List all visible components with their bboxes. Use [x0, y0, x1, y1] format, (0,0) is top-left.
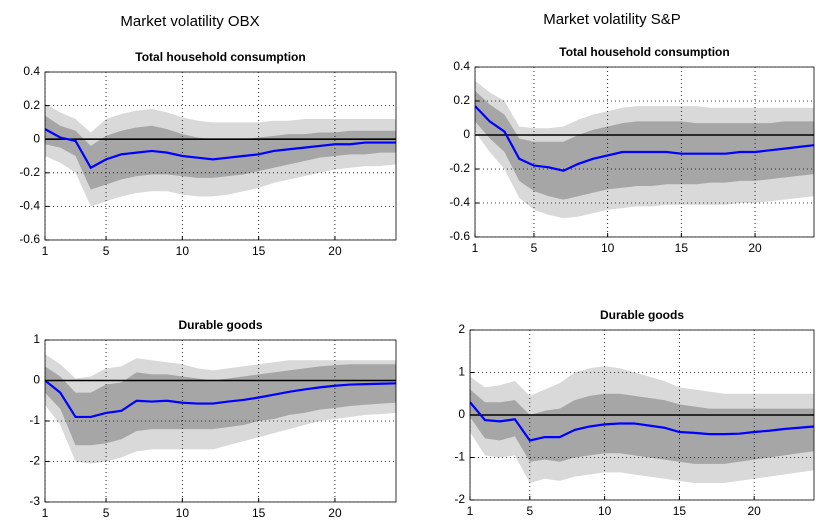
confidence-band — [475, 90, 814, 200]
y-tick-label: -3 — [29, 494, 40, 508]
panel-title: Durable goods — [178, 318, 262, 332]
x-tick-label: 15 — [252, 506, 266, 520]
column-header: Market volatility S&P — [543, 11, 681, 28]
y-tick-label: 0.4 — [453, 59, 470, 73]
axes-frame — [44, 71, 397, 241]
column-header: Market volatility OBX — [120, 13, 259, 30]
x-tick-label: 5 — [526, 504, 533, 518]
x-tick-label: 10 — [176, 244, 190, 258]
x-tick-label: 1 — [472, 241, 479, 255]
y-tick-label: 0 — [33, 131, 40, 145]
axes-frame — [474, 66, 815, 238]
y-tick-label: -0.6 — [19, 232, 40, 246]
panel-title: Durable goods — [600, 308, 684, 322]
x-tick-label: 15 — [252, 244, 266, 258]
median-line — [45, 379, 396, 419]
x-tick-label: 20 — [747, 504, 761, 518]
confidence-band — [470, 389, 814, 464]
plot-area — [475, 67, 814, 237]
y-tick-label: -0.4 — [449, 195, 470, 209]
confidence-band — [45, 115, 396, 190]
median-line — [45, 128, 396, 170]
y-tick-label: -2 — [29, 454, 40, 468]
x-tick-label: 20 — [328, 244, 342, 258]
x-tick-label: 1 — [467, 504, 474, 518]
median-line — [470, 401, 814, 442]
x-tick-label: 5 — [531, 241, 538, 255]
y-tick-label: 0.2 — [453, 93, 470, 107]
y-tick-label: -2 — [454, 492, 465, 506]
x-tick-label: 20 — [328, 506, 342, 520]
y-tick-label: 1 — [33, 332, 40, 346]
x-tick-label: 1 — [42, 244, 49, 258]
x-tick-label: 10 — [598, 504, 612, 518]
y-tick-label: 1 — [458, 365, 465, 379]
x-tick-label: 15 — [675, 241, 689, 255]
x-tick-label: 5 — [103, 506, 110, 520]
plot-area — [470, 330, 814, 500]
x-tick-label: 20 — [748, 241, 762, 255]
y-tick-label: -1 — [454, 450, 465, 464]
y-tick-label: -0.2 — [449, 161, 470, 175]
x-tick-label: 10 — [601, 241, 615, 255]
panel-title: Total household consumption — [559, 45, 729, 59]
x-tick-label: 1 — [42, 506, 49, 520]
y-tick-label: -0.6 — [449, 229, 470, 243]
y-tick-label: -1 — [29, 413, 40, 427]
confidence-band — [45, 364, 396, 446]
y-tick-label: 0.2 — [23, 98, 40, 112]
y-tick-label: 2 — [458, 322, 465, 336]
y-tick-label: 0 — [463, 127, 470, 141]
plot-area — [45, 72, 396, 240]
plot-area — [45, 340, 396, 502]
y-tick-label: 0 — [458, 407, 465, 421]
x-tick-label: 15 — [673, 504, 687, 518]
panel-title: Total household consumption — [135, 50, 305, 64]
median-line — [475, 105, 814, 172]
y-tick-label: -0.2 — [19, 165, 40, 179]
y-tick-label: 0 — [33, 373, 40, 387]
x-tick-label: 10 — [176, 506, 190, 520]
x-tick-label: 5 — [103, 244, 110, 258]
y-tick-label: 0.4 — [23, 64, 40, 78]
y-tick-label: -0.4 — [19, 199, 40, 213]
